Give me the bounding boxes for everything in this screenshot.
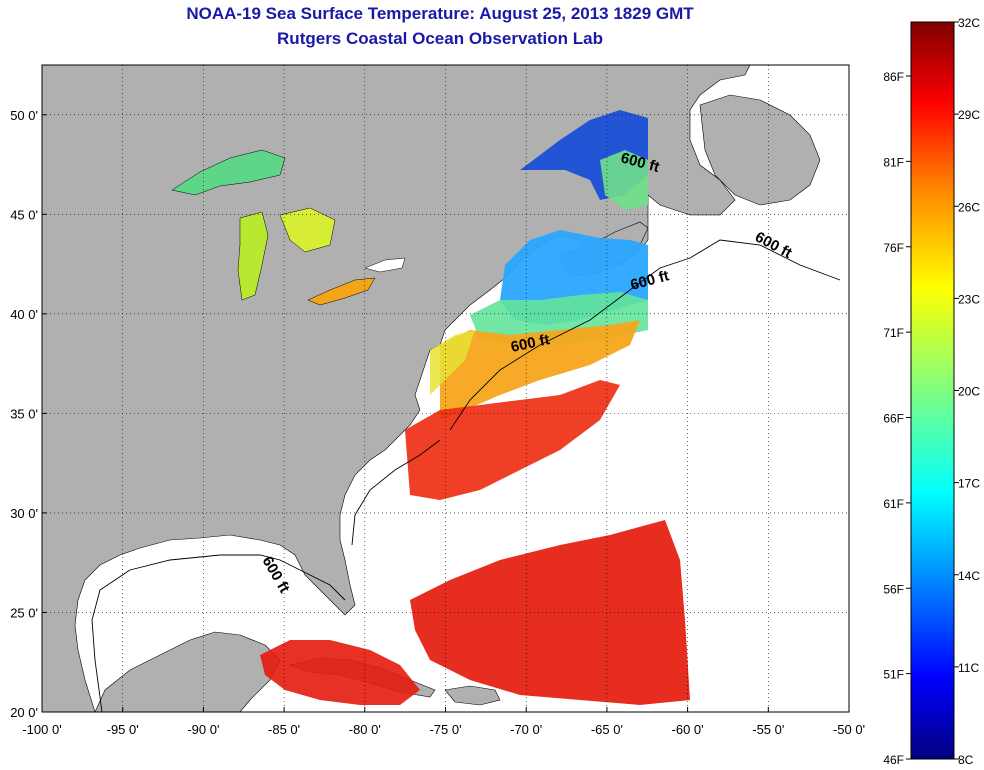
land-hispaniola — [444, 685, 501, 706]
isobath-600ft-gulf — [91, 554, 346, 712]
lat-tick-label: 25 0' — [10, 605, 38, 620]
sst-gulf-st-lawrence-warm — [600, 150, 648, 210]
lake-huron — [279, 207, 336, 253]
lon-tick-label: -50 0' — [833, 722, 865, 737]
lat-axis: 20 0' 25 0' 30 0' 35 0' 40 0' 45 0' 50 0' — [10, 108, 47, 720]
lon-tick-label: -60 0' — [672, 722, 704, 737]
lon-tick-label: -85 0' — [268, 722, 300, 737]
lake-ontario — [364, 257, 406, 273]
colorbar-f-label: 56F — [883, 582, 904, 596]
colorbar-f-label: 81F — [883, 155, 904, 169]
lon-tick-label: -65 0' — [591, 722, 623, 737]
colorbar-c-label: 29C — [958, 108, 980, 122]
lat-tick-label: 30 0' — [10, 506, 38, 521]
sst-gulf-stream — [405, 380, 620, 500]
lat-tick-label: 45 0' — [10, 207, 38, 222]
colorbar-f-label: 86F — [883, 70, 904, 84]
lon-tick-label: -80 0' — [349, 722, 381, 737]
grid-lines — [42, 65, 849, 712]
lake-superior — [171, 149, 286, 196]
colorbar-f-label: 66F — [883, 412, 904, 426]
colorbar-c-label: 23C — [958, 292, 980, 306]
colorbar-f-label: 76F — [883, 241, 904, 255]
lon-tick-label: -75 0' — [429, 722, 461, 737]
lon-tick-label: -100 0' — [22, 722, 61, 737]
colorbar-f-label: 51F — [883, 668, 904, 682]
map-subtitle: Rutgers Coastal Ocean Observation Lab — [277, 29, 603, 48]
land-north-america — [42, 65, 751, 712]
lon-tick-label: -70 0' — [510, 722, 542, 737]
sst-mid-atlantic-yellow — [430, 330, 475, 395]
sst-caribbean-west — [260, 640, 420, 705]
colorbar-c-label: 20C — [958, 385, 980, 399]
lon-axis: -100 0' -95 0' -90 0' -85 0' -80 0' -75 0' -70… — [22, 707, 865, 737]
lat-tick-label: 35 0' — [10, 406, 38, 421]
lat-tick-label: 50 0' — [10, 108, 38, 123]
colorbar-c-label: 8C — [958, 753, 974, 767]
lat-tick-label: 40 0' — [10, 307, 38, 322]
colorbar-c-label: 14C — [958, 569, 980, 583]
colorbar-c-label: 17C — [958, 477, 980, 491]
colorbar-f-label: 46F — [883, 753, 904, 767]
land-newfoundland — [699, 94, 821, 206]
lat-tick-label: 20 0' — [10, 705, 38, 720]
colorbar-labels: 32C 29C 26C 23C 20C 17C 14C 11C 8C 86F 81F 76F 71F 66… — [883, 16, 980, 767]
map-title: NOAA-19 Sea Surface Temperature: August … — [186, 4, 694, 23]
isobath-600ft-line — [449, 239, 841, 431]
lon-tick-label: -55 0' — [752, 722, 784, 737]
colorbar-c-label: 32C — [958, 16, 980, 30]
colorbar — [910, 21, 955, 760]
lon-tick-label: -90 0' — [187, 722, 219, 737]
isobath-600ft-se — [351, 439, 441, 546]
colorbar-f-label: 61F — [883, 497, 904, 511]
colorbar-c-label: 26C — [958, 200, 980, 214]
lon-tick-label: -95 0' — [107, 722, 139, 737]
colorbar-c-label: 11C — [958, 661, 979, 675]
sst-mid-atlantic — [440, 320, 640, 420]
lake-michigan — [237, 211, 269, 301]
land-yucatan — [94, 631, 281, 712]
colorbar-f-label: 71F — [883, 326, 904, 340]
lake-erie — [307, 277, 376, 306]
